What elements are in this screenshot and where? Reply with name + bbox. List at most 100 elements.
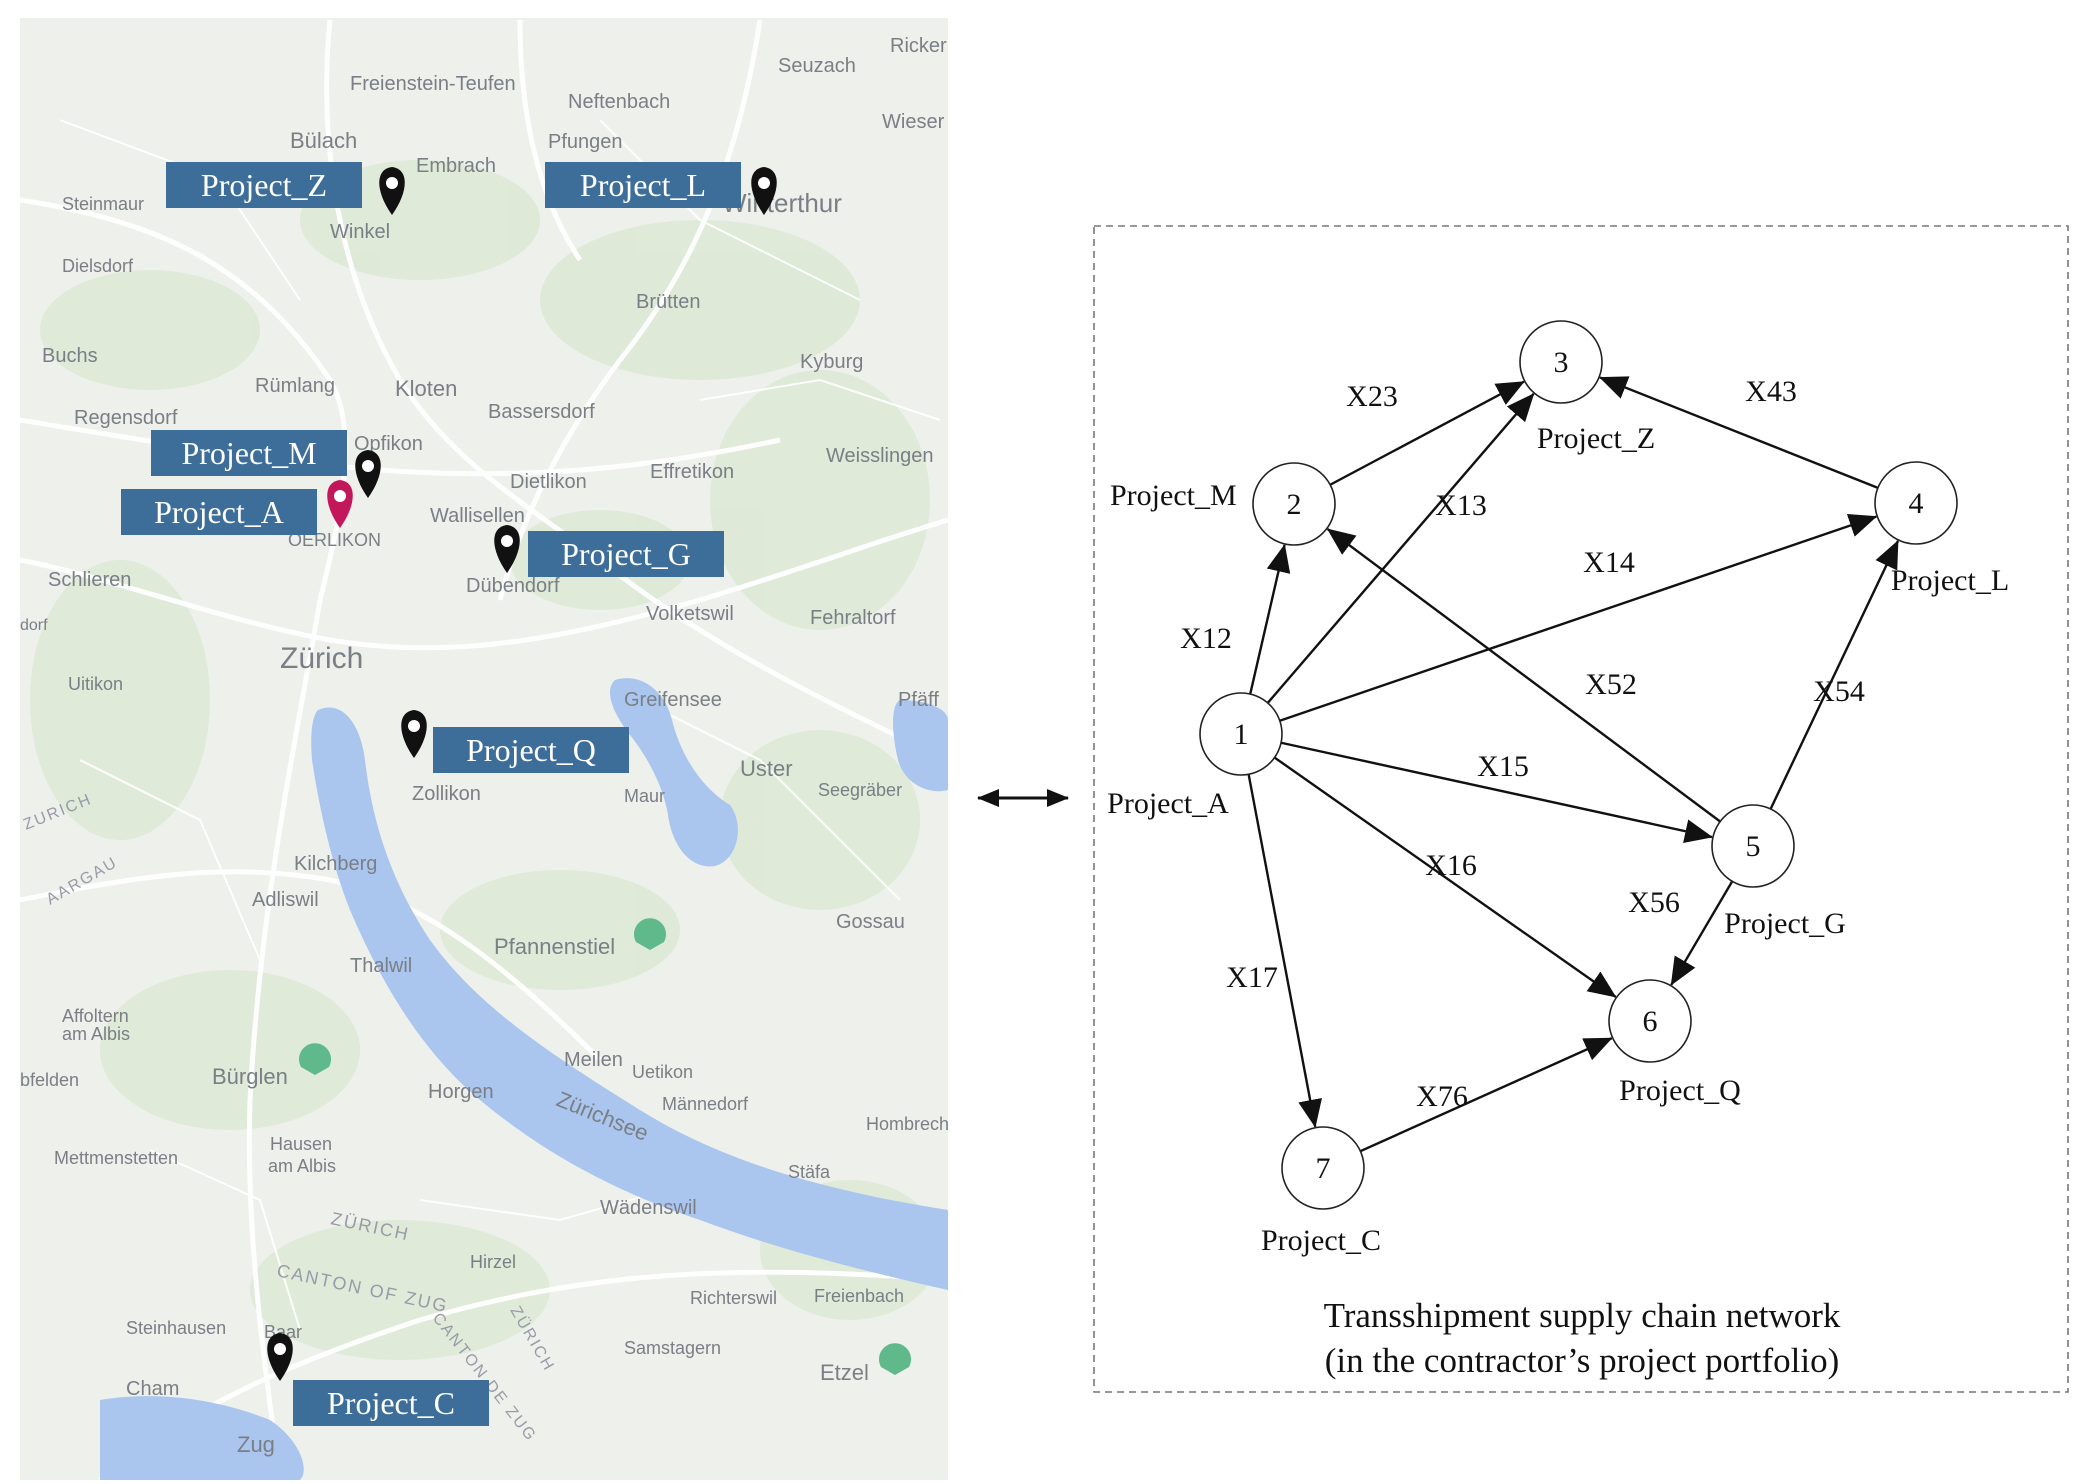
edge-1-5 bbox=[1280, 741, 1713, 843]
town-label: Dübendorf bbox=[466, 575, 560, 597]
town-label: Dietlikon bbox=[510, 471, 587, 493]
node-1[interactable]: 1 Project_A bbox=[1107, 692, 1283, 820]
node-2[interactable]: 2 Project_M bbox=[1110, 462, 1336, 546]
map-project-a[interactable]: Project_A bbox=[121, 480, 353, 535]
town-label: Bülach bbox=[290, 128, 357, 153]
town-label: Horgen bbox=[428, 1081, 494, 1103]
node-circle bbox=[1519, 320, 1603, 404]
map-project-m[interactable]: Project_M bbox=[151, 430, 381, 498]
node-circle bbox=[1608, 979, 1692, 1063]
edge-2-3 bbox=[1329, 380, 1525, 486]
project-label-text: Project_Z bbox=[201, 167, 327, 203]
node-circle bbox=[1252, 462, 1336, 546]
map-pin-icon[interactable] bbox=[494, 525, 520, 573]
town-label: Regensdorf bbox=[74, 407, 178, 429]
project-label-text: Project_C bbox=[327, 1385, 455, 1421]
network-frame bbox=[1093, 225, 2069, 1393]
node-7[interactable]: 7 Project_C bbox=[1261, 1126, 1381, 1257]
town-label: Samstagern bbox=[624, 1338, 721, 1358]
town-label: Buchs bbox=[42, 345, 98, 367]
node-5[interactable]: 5 Project_G bbox=[1711, 804, 1846, 940]
caption-line-1: Transshipment supply chain network bbox=[1324, 1296, 1841, 1335]
project-label-box bbox=[293, 1380, 489, 1426]
map-panel[interactable]: Freienstein-Teufen Neftenbach Seuzach Ricke… bbox=[20, 18, 968, 1480]
town-label: Zug bbox=[237, 1432, 275, 1457]
node-id: 1 bbox=[1234, 718, 1249, 751]
park-icon bbox=[299, 1043, 331, 1075]
town-label: Gossau bbox=[836, 911, 905, 933]
town-label: Hombrechtik bbox=[866, 1114, 968, 1134]
map-pin-icon[interactable] bbox=[401, 710, 427, 758]
town-label: Seuzach bbox=[778, 55, 856, 77]
edge-5-2 bbox=[1326, 528, 1721, 823]
node-id: 6 bbox=[1643, 1005, 1658, 1038]
node-name: Project_C bbox=[1261, 1224, 1381, 1257]
edge-label-x56: X56 bbox=[1628, 886, 1680, 919]
node-id: 2 bbox=[1287, 488, 1302, 521]
project-label-text: Project_A bbox=[154, 494, 284, 530]
town-label: Männedorf bbox=[662, 1094, 749, 1114]
node-6[interactable]: 6 Project_Q bbox=[1608, 979, 1741, 1107]
node-4[interactable]: 4 Project_L bbox=[1874, 461, 2009, 597]
map-pin-icon[interactable] bbox=[751, 167, 777, 215]
town-label: Adliswil bbox=[252, 889, 319, 911]
town-label: Hausen bbox=[270, 1134, 332, 1154]
node-name: Project_L bbox=[1891, 564, 2009, 597]
town-label: Freienstein-Teufen bbox=[350, 73, 516, 95]
town-label: Affoltern bbox=[62, 1006, 129, 1026]
node-id: 4 bbox=[1909, 487, 1924, 520]
project-label-box bbox=[166, 162, 362, 208]
edge-label-x14: X14 bbox=[1583, 546, 1635, 579]
town-label: Greifensee bbox=[624, 689, 722, 711]
town-label: Kilchberg bbox=[294, 853, 377, 875]
town-label: Freienbach bbox=[814, 1286, 904, 1306]
town-label: Wieser bbox=[882, 111, 945, 133]
edge-1-2 bbox=[1249, 543, 1291, 695]
map-pin-icon[interactable] bbox=[267, 1333, 293, 1381]
caption-line-2: (in the contractor’s project portfolio) bbox=[1325, 1341, 1839, 1380]
map-project-l[interactable]: Project_L bbox=[545, 162, 777, 215]
node-name: Project_G bbox=[1724, 907, 1846, 940]
town-label: bfelden bbox=[20, 1070, 79, 1090]
edge-5-6 bbox=[1670, 880, 1734, 986]
node-name: Project_Q bbox=[1619, 1074, 1741, 1107]
project-label-text: Project_Q bbox=[466, 732, 596, 768]
town-label: Ricker bbox=[890, 35, 947, 57]
node-id: 3 bbox=[1554, 346, 1569, 379]
map-pin-icon[interactable] bbox=[355, 450, 381, 498]
town-label: Volketswil bbox=[646, 603, 734, 625]
node-circle bbox=[1874, 461, 1958, 545]
town-label: Uetikon bbox=[632, 1062, 693, 1082]
edge-label-x43: X43 bbox=[1745, 375, 1797, 408]
project-label-box bbox=[433, 727, 629, 773]
town-label: Mettmenstetten bbox=[54, 1148, 178, 1168]
town-label: am Albis bbox=[62, 1024, 130, 1044]
town-label: Maur bbox=[624, 786, 665, 806]
town-label: Uster bbox=[740, 756, 793, 781]
project-label-text: Project_M bbox=[181, 435, 316, 471]
map-projects: Project_Z Project_L Project_M Project_A Proj… bbox=[121, 162, 777, 1426]
town-label: Dielsdorf bbox=[62, 256, 134, 276]
town-label: Stäfa bbox=[788, 1162, 831, 1182]
node-name: Project_Z bbox=[1537, 422, 1655, 455]
town-label: Winkel bbox=[330, 221, 390, 243]
town-label: Pfäff bbox=[898, 689, 939, 711]
town-label: Meilen bbox=[564, 1049, 623, 1071]
node-3[interactable]: 3 Project_Z bbox=[1519, 320, 1655, 455]
town-label: Neftenbach bbox=[568, 91, 670, 113]
map-project-z[interactable]: Project_Z bbox=[166, 162, 405, 215]
park-icon bbox=[879, 1343, 911, 1375]
edge-5-4 bbox=[1769, 540, 1900, 810]
town-label: Opfikon bbox=[354, 433, 423, 455]
edge-4-3 bbox=[1599, 376, 1879, 489]
map-pin-icon[interactable] bbox=[379, 167, 405, 215]
map-project-c[interactable]: Project_C bbox=[267, 1333, 489, 1426]
map-project-q[interactable]: Project_Q bbox=[401, 710, 629, 773]
town-label: Zollikon bbox=[412, 783, 481, 805]
map-pin-icon[interactable] bbox=[327, 480, 353, 528]
town-label: Winterthur bbox=[722, 188, 842, 218]
map-project-g[interactable]: Project_G bbox=[494, 525, 724, 577]
town-label: Kyburg bbox=[800, 351, 863, 373]
edge-label-x12: X12 bbox=[1180, 622, 1232, 655]
